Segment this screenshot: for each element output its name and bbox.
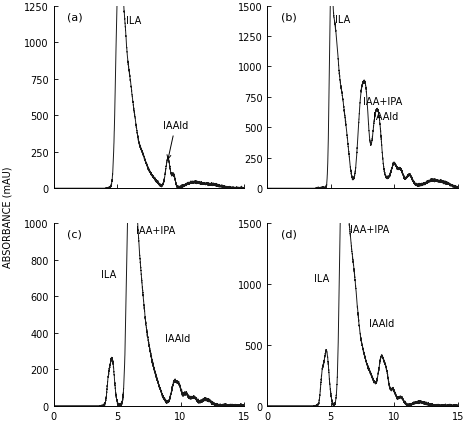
Text: IAA+IPA: IAA+IPA — [136, 226, 176, 236]
Text: ILA: ILA — [101, 270, 116, 279]
Text: IAAld: IAAld — [373, 112, 398, 122]
Text: IAAld: IAAld — [369, 318, 394, 328]
Text: ILA: ILA — [334, 15, 350, 25]
Text: (b): (b) — [281, 12, 297, 22]
Text: IAA+IPA: IAA+IPA — [350, 225, 389, 234]
Text: IAAld: IAAld — [165, 333, 191, 343]
Text: (c): (c) — [67, 229, 82, 239]
Text: (d): (d) — [281, 229, 297, 239]
Text: (a): (a) — [67, 12, 83, 22]
Text: IAA+IPA: IAA+IPA — [363, 96, 403, 106]
Text: IAAld: IAAld — [163, 121, 188, 160]
Text: ABSORBANCE (mAU): ABSORBANCE (mAU) — [2, 166, 12, 268]
Text: ILA: ILA — [126, 16, 142, 26]
Text: ILA: ILA — [314, 273, 330, 283]
